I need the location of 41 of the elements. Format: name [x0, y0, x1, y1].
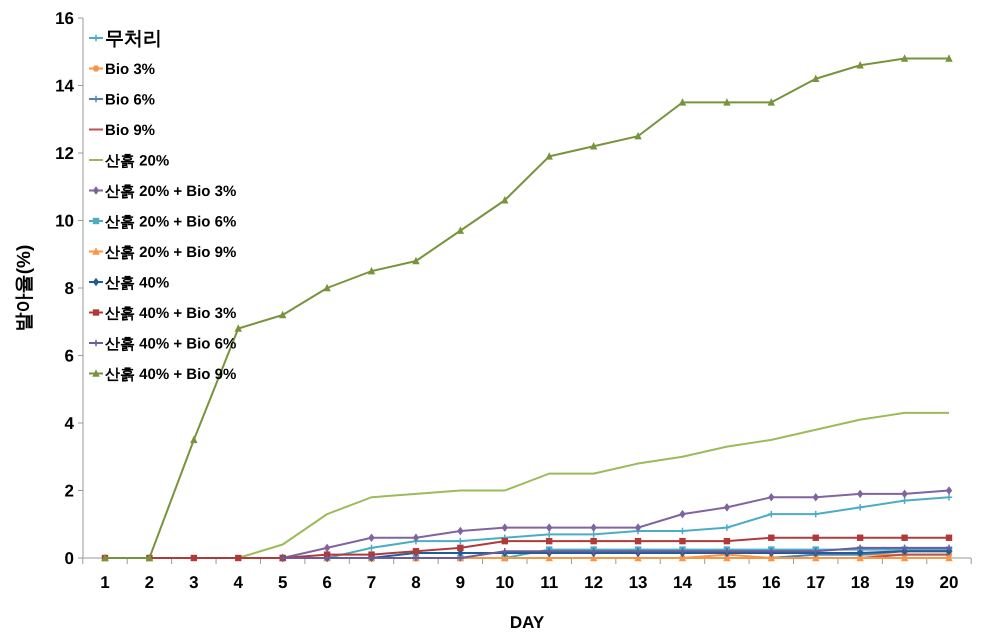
x-axis-title: DAY — [510, 613, 545, 632]
x-tick-label: 14 — [673, 573, 692, 592]
x-tick-label: 3 — [189, 573, 199, 592]
x-tick-label: 17 — [806, 573, 826, 592]
legend-label: 산흙 20% + Bio 9% — [105, 244, 236, 261]
legend-label: 산흙 20% + Bio 6% — [105, 213, 236, 230]
y-tick-label: 14 — [55, 76, 75, 96]
x-tick-label: 11 — [540, 573, 558, 592]
x-tick-label: 12 — [584, 573, 604, 592]
x-tick-label: 1 — [100, 573, 110, 592]
legend-label: 산흙 20% + Bio 3% — [105, 182, 236, 200]
y-tick-label: 0 — [64, 548, 74, 568]
x-tick-label: 5 — [278, 573, 288, 592]
x-tick-label: 19 — [895, 573, 914, 592]
legend-label: Bio 3% — [105, 60, 156, 78]
y-tick-label: 16 — [55, 8, 74, 28]
legend-label: 산흙 40% — [105, 274, 170, 292]
y-tick-label: 12 — [55, 144, 74, 163]
legend-label: Bio 6% — [105, 91, 156, 108]
x-tick-label: 16 — [762, 573, 781, 592]
x-tick-label: 13 — [628, 573, 648, 592]
x-tick-label: 8 — [411, 573, 421, 592]
y-tick-label: 6 — [64, 346, 74, 366]
y-tick-label: 4 — [64, 414, 75, 433]
legend-label: Bio 9% — [105, 122, 156, 139]
x-tick-label: 20 — [940, 573, 958, 592]
y-tick-label: 10 — [55, 211, 74, 230]
x-tick-label: 6 — [322, 573, 332, 592]
legend-label: 산흙 40% + Bio 3% — [105, 304, 236, 322]
x-tick-label: 2 — [144, 573, 154, 592]
y-tick-label: 8 — [64, 278, 74, 298]
y-axis-title: 발아율(%) — [14, 244, 35, 332]
x-tick-label: 7 — [366, 573, 376, 592]
x-tick-label: 4 — [234, 573, 244, 592]
x-tick-label: 15 — [717, 573, 736, 592]
x-tick-label: 9 — [456, 573, 466, 592]
y-tick-label: 2 — [64, 481, 74, 500]
x-tick-label: 18 — [850, 573, 870, 592]
legend-label: 무처리 — [105, 28, 162, 50]
legend-label: 산흙 20% — [105, 152, 170, 170]
x-tick-label: 10 — [495, 573, 514, 592]
